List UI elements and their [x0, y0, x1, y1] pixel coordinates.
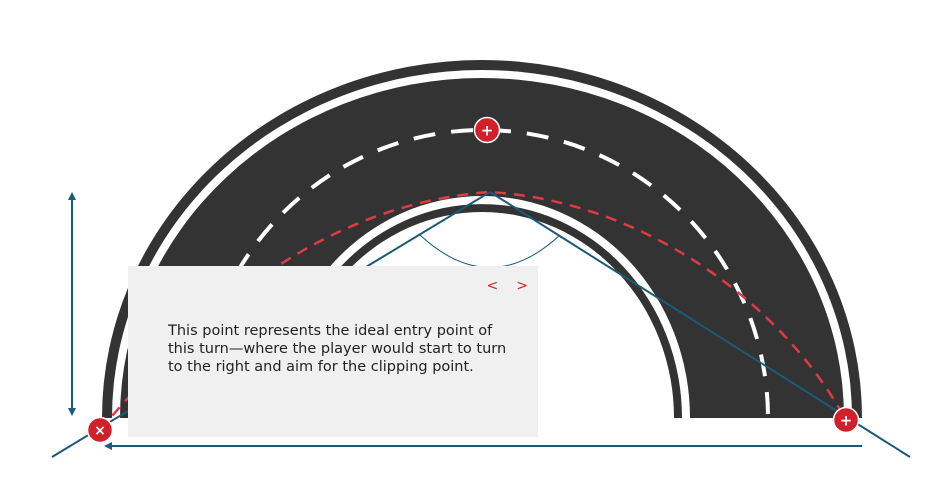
next-button[interactable]: >: [516, 278, 528, 294]
tooltip-description: This point represents the ideal entry po…: [168, 323, 507, 375]
close-icon: ×: [94, 423, 106, 439]
plus-icon: +: [840, 412, 853, 430]
plus-icon: +: [481, 122, 494, 140]
apex-hotspot[interactable]: +: [473, 116, 501, 144]
previous-button[interactable]: <: [486, 278, 499, 294]
exit-point-hotspot[interactable]: +: [832, 406, 860, 434]
tooltip-nav: < >: [485, 278, 530, 294]
entry-point-hotspot[interactable]: ×: [86, 416, 114, 444]
hotspot-tooltip: < > This point represents the ideal entr…: [128, 266, 538, 437]
